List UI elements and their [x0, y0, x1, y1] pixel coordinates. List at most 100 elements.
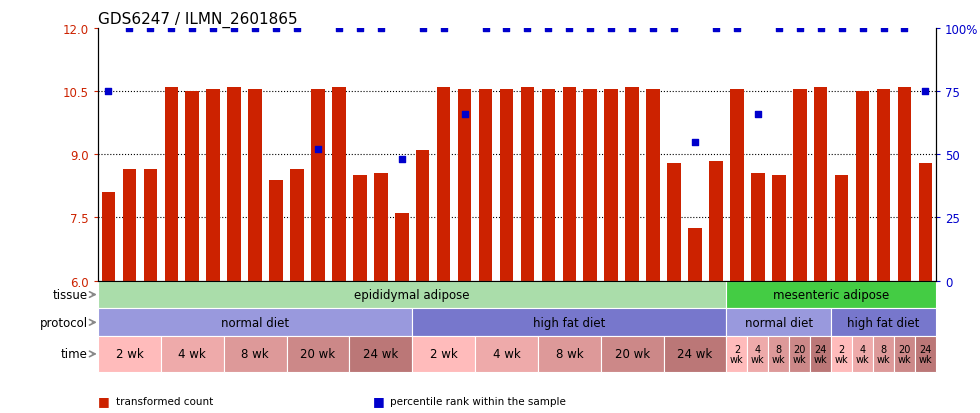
Point	[436, 26, 452, 32]
Point	[834, 26, 850, 32]
Bar	[663, 337, 726, 372]
Point	[331, 26, 347, 32]
Text: 2
wk: 2 wk	[730, 344, 744, 363]
Text: normal diet: normal diet	[221, 316, 289, 329]
Text: 2
wk: 2 wk	[835, 344, 849, 363]
Point	[164, 26, 179, 32]
Text: 8 wk: 8 wk	[556, 348, 583, 361]
Text: mesenteric adipose: mesenteric adipose	[773, 288, 889, 301]
Point	[101, 89, 117, 95]
Bar	[413, 309, 726, 337]
Bar	[143, 170, 157, 281]
Bar	[161, 337, 223, 372]
Point	[541, 26, 557, 32]
Bar	[538, 337, 601, 372]
Bar	[583, 90, 597, 281]
Bar	[768, 337, 789, 372]
Text: GDS6247 / ILMN_2601865: GDS6247 / ILMN_2601865	[98, 12, 298, 28]
Bar	[102, 193, 116, 281]
Point	[122, 26, 137, 32]
Text: 20 wk: 20 wk	[301, 348, 335, 361]
Bar	[542, 90, 556, 281]
Point	[687, 139, 703, 146]
Bar	[853, 337, 873, 372]
Point	[812, 26, 828, 32]
Point	[206, 26, 221, 32]
Text: 24
wk: 24 wk	[918, 344, 932, 363]
Bar	[122, 170, 136, 281]
Text: high fat diet: high fat diet	[848, 316, 919, 329]
Point	[415, 26, 430, 32]
Bar	[831, 337, 853, 372]
Bar	[918, 163, 932, 281]
Bar	[688, 228, 702, 281]
Text: 4 wk: 4 wk	[493, 348, 520, 361]
Bar	[395, 214, 409, 281]
Text: 4
wk: 4 wk	[751, 344, 764, 363]
Point	[645, 26, 661, 32]
Text: 8
wk: 8 wk	[772, 344, 786, 363]
Bar	[563, 88, 576, 281]
Text: 24 wk: 24 wk	[677, 348, 712, 361]
Text: 2 wk: 2 wk	[116, 348, 143, 361]
Text: tissue: tissue	[53, 288, 88, 301]
Point	[394, 157, 410, 163]
Point	[666, 26, 682, 32]
Point	[792, 26, 808, 32]
Text: normal diet: normal diet	[745, 316, 812, 329]
Bar	[710, 161, 723, 281]
Point	[184, 26, 200, 32]
Point	[499, 26, 514, 32]
Bar	[810, 337, 831, 372]
Bar	[416, 151, 429, 281]
Point	[750, 111, 765, 118]
Point	[897, 26, 912, 32]
Bar	[374, 174, 388, 281]
Text: epididymal adipose: epididymal adipose	[355, 288, 470, 301]
Point	[352, 26, 368, 32]
Bar	[726, 309, 831, 337]
Point	[457, 111, 472, 118]
Text: 8 wk: 8 wk	[241, 348, 269, 361]
Text: ■: ■	[98, 394, 110, 407]
Bar	[165, 88, 178, 281]
Text: 4
wk: 4 wk	[856, 344, 869, 363]
Point	[142, 26, 158, 32]
Bar	[98, 337, 161, 372]
Point	[519, 26, 535, 32]
Bar	[813, 88, 827, 281]
Point	[477, 26, 493, 32]
Text: 8
wk: 8 wk	[877, 344, 891, 363]
Bar	[789, 337, 810, 372]
Point	[247, 26, 263, 32]
Bar	[856, 92, 869, 281]
Bar	[207, 90, 220, 281]
Point	[582, 26, 598, 32]
Bar	[290, 170, 304, 281]
Text: 20 wk: 20 wk	[614, 348, 650, 361]
Text: ■: ■	[372, 394, 384, 407]
Point	[709, 26, 724, 32]
Text: 2 wk: 2 wk	[430, 348, 458, 361]
Point	[917, 89, 933, 95]
Bar	[898, 88, 911, 281]
Bar	[667, 163, 681, 281]
Point	[771, 26, 787, 32]
Point	[310, 147, 325, 153]
Bar	[605, 90, 618, 281]
Point	[604, 26, 619, 32]
Point	[855, 26, 870, 32]
Bar	[835, 176, 849, 281]
Text: protocol: protocol	[40, 316, 88, 329]
Bar	[353, 176, 367, 281]
Bar	[185, 92, 199, 281]
Text: 4 wk: 4 wk	[178, 348, 206, 361]
Bar	[601, 337, 663, 372]
Bar	[730, 90, 744, 281]
Bar	[500, 90, 514, 281]
Point	[289, 26, 305, 32]
Bar	[286, 337, 350, 372]
Bar	[915, 337, 936, 372]
Point	[876, 26, 892, 32]
Bar	[98, 281, 726, 309]
